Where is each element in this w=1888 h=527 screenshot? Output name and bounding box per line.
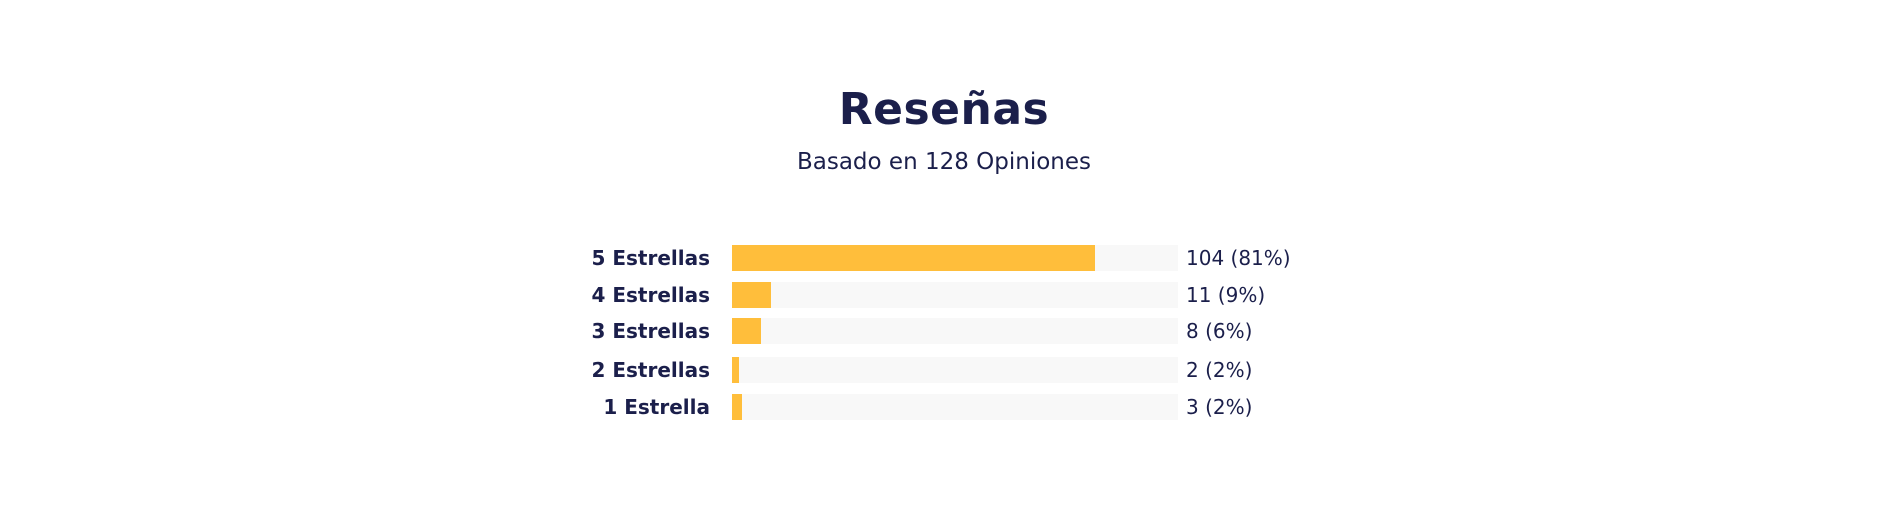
rating-row-label: 1 Estrella	[603, 395, 710, 419]
reviews-subtitle: Basado en 128 Opiniones	[796, 149, 1092, 175]
rating-row-4-stars: 4 Estrellas 11 (9%)	[0, 282, 1888, 308]
rating-row-label: 5 Estrellas	[591, 246, 710, 270]
rating-row-count: 8 (6%)	[1186, 319, 1253, 343]
rating-bar-fill	[732, 282, 771, 308]
rating-bar-track	[732, 357, 1178, 383]
rating-row-count: 104 (81%)	[1186, 246, 1291, 270]
reviews-title: Reseñas	[838, 84, 1050, 135]
rating-bar-track	[732, 318, 1178, 344]
rating-bar-fill	[732, 318, 761, 344]
rating-bar-fill	[732, 394, 742, 420]
rating-row-1-star: 1 Estrella 3 (2%)	[0, 394, 1888, 420]
rating-row-count: 2 (2%)	[1186, 358, 1253, 382]
rating-bar-track	[732, 282, 1178, 308]
rating-row-5-stars: 5 Estrellas 104 (81%)	[0, 245, 1888, 271]
rating-bar-fill	[732, 357, 739, 383]
rating-row-label: 3 Estrellas	[591, 319, 710, 343]
rating-bar-fill	[732, 245, 1095, 271]
rating-row-3-stars: 3 Estrellas 8 (6%)	[0, 318, 1888, 344]
rating-bar-track	[732, 245, 1178, 271]
rating-row-count: 11 (9%)	[1186, 283, 1266, 307]
rating-row-count: 3 (2%)	[1186, 395, 1253, 419]
rating-row-label: 4 Estrellas	[591, 283, 710, 307]
rating-row-2-stars: 2 Estrellas 2 (2%)	[0, 357, 1888, 383]
rating-bar-track	[732, 394, 1178, 420]
rating-row-label: 2 Estrellas	[591, 358, 710, 382]
